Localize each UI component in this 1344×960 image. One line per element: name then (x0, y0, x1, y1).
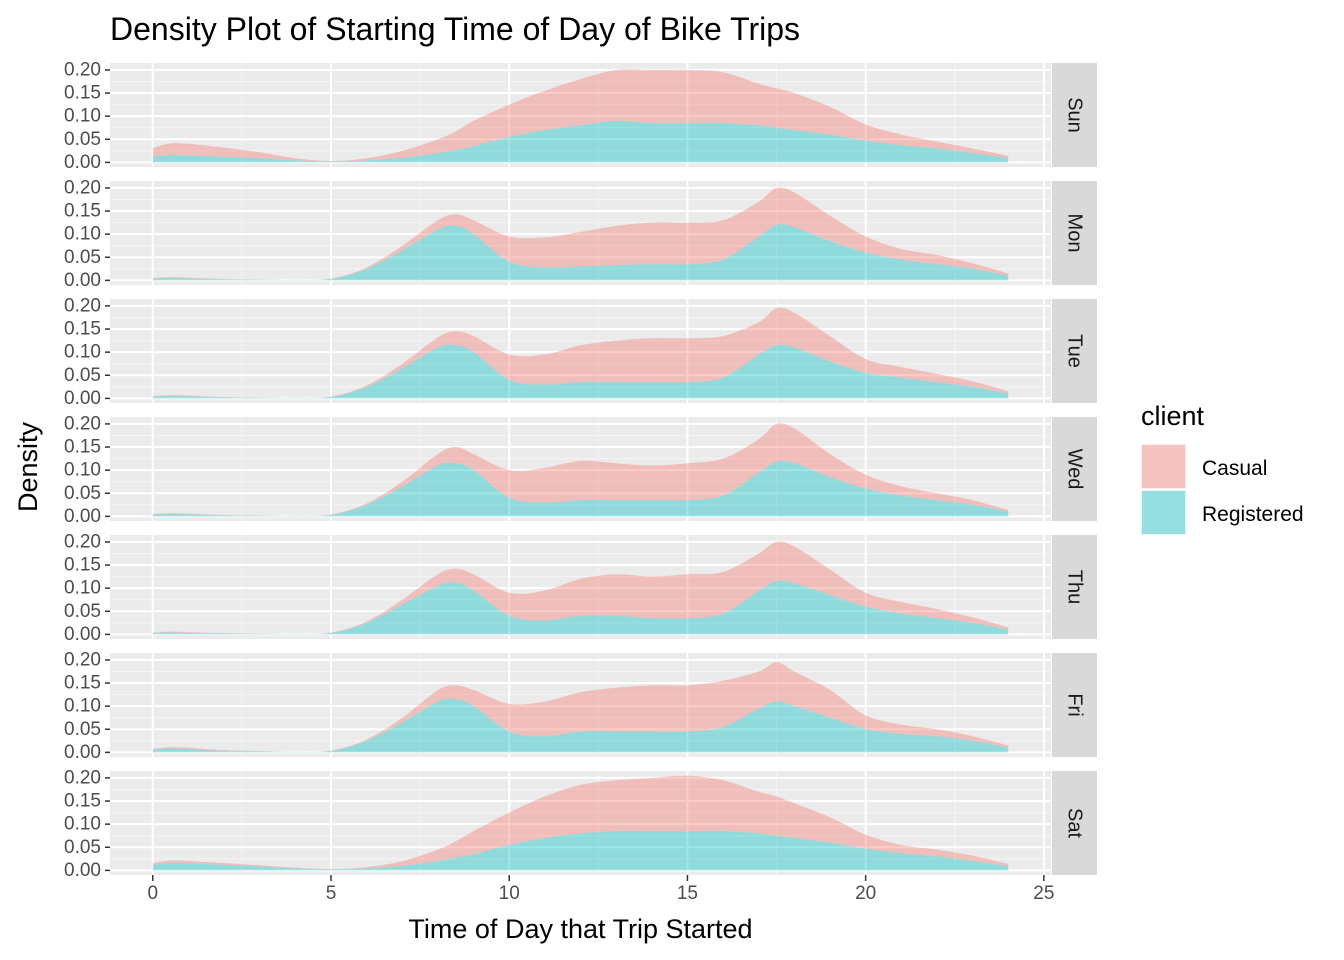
y-tick-label: 0.15 (64, 319, 101, 340)
facet-strip (1052, 535, 1097, 639)
panel-background (110, 299, 1051, 403)
density-area-registered (152, 344, 1009, 399)
x-tick-label: 0 (147, 883, 158, 904)
density-area-registered (152, 830, 1009, 871)
density-area-casual (152, 541, 1009, 635)
facet-strip (1052, 63, 1097, 167)
density-area-casual (152, 69, 1009, 162)
facet-panel-wed: Wed 0.000.050.100.15 0.20 (64, 413, 1097, 527)
legend-key-casual-bg (1141, 444, 1186, 489)
y-tick-label: 0.20 (64, 413, 101, 434)
facet-panel-fri: Fri 0.000.050.100.15 0.20 (64, 649, 1097, 763)
y-tick-label: 0.00 (64, 624, 101, 645)
y-tick-label: 0.00 (64, 742, 101, 763)
facet-panel-sun: Sun 0.000.050.100.15 0.20 (64, 59, 1097, 173)
panel-background (110, 63, 1051, 167)
density-area-casual (152, 187, 1009, 281)
y-axis-title: Density (13, 421, 43, 512)
legend-key-registered-bg (1141, 490, 1186, 535)
y-tick-label: 0.15 (64, 673, 101, 694)
legend-swatch-registered (1142, 491, 1185, 534)
facet-label-tue: Tue (1064, 334, 1086, 368)
facet-strip (1052, 771, 1097, 875)
facet-panel-tue: Tue 0.000.050.100.15 0.20 (64, 295, 1097, 409)
y-tick-label: 0.10 (64, 460, 101, 481)
legend-swatch-casual (1142, 445, 1185, 488)
y-tick-label: 0.10 (64, 106, 101, 127)
y-tick-label: 0.20 (64, 295, 101, 316)
density-area-casual (152, 662, 1009, 753)
y-tick-label: 0.05 (64, 247, 101, 268)
x-axis-title: Time of Day that Trip Started (408, 914, 752, 944)
y-tick-label: 0.20 (64, 59, 101, 80)
facet-strip (1052, 653, 1097, 757)
y-tick-label: 0.00 (64, 388, 101, 409)
x-tick-label: 5 (326, 883, 337, 904)
density-area-registered (152, 580, 1009, 635)
y-tick-label: 0.10 (64, 696, 101, 717)
density-area-registered (152, 120, 1009, 163)
y-tick-label: 0.15 (64, 83, 101, 104)
facet-strip (1052, 417, 1097, 521)
y-tick-label: 0.00 (64, 152, 101, 173)
density-area-registered (152, 698, 1009, 753)
y-tick-label: 0.15 (64, 791, 101, 812)
facet-strip (1052, 299, 1097, 403)
panel-background (110, 535, 1051, 639)
y-tick-label: 0.05 (64, 365, 101, 386)
y-tick-label: 0.10 (64, 578, 101, 599)
y-tick-label: 0.20 (64, 649, 101, 670)
y-tick-label: 0.00 (64, 270, 101, 291)
facet-panel-thu: Thu 0.000.050.100.15 0.20 (64, 531, 1097, 645)
y-tick-label: 0.20 (64, 767, 101, 788)
facet-label-sat: Sat (1064, 808, 1086, 838)
y-tick-label: 0.10 (64, 342, 101, 363)
legend-label-registered: Registered (1202, 503, 1304, 526)
chart-title: Density Plot of Starting Time of Day of … (110, 11, 800, 47)
facet-panels: Sun0.000.050.100.150.20Mon0.000.050.100.… (64, 59, 1097, 881)
density-area-casual (152, 307, 1009, 399)
y-tick-label: 0.05 (64, 601, 101, 622)
x-tick-label: 15 (677, 883, 698, 904)
y-tick-label: 0.00 (64, 506, 101, 527)
facet-label-fri: Fri (1064, 693, 1086, 716)
x-axis: 0 5 10 15 20 25 (147, 875, 1054, 904)
facet-label-thu: Thu (1064, 570, 1086, 604)
density-area-registered (152, 460, 1009, 517)
facet-panel-mon: Mon 0.000.050.100.15 0.20 (64, 177, 1097, 291)
y-tick-label: 0.05 (64, 483, 101, 504)
y-tick-label: 0.20 (64, 177, 101, 198)
x-tick-label: 10 (499, 883, 520, 904)
y-tick-label: 0.15 (64, 201, 101, 222)
density-area-casual (152, 775, 1009, 870)
density-area-registered (152, 224, 1009, 281)
y-tick-label: 0.20 (64, 531, 101, 552)
panel-background (110, 417, 1051, 521)
legend: client Casual Registered (1141, 401, 1304, 535)
facet-label-wed: Wed (1064, 449, 1086, 490)
y-tick-label: 0.10 (64, 814, 101, 835)
density-area-casual (152, 423, 1009, 517)
y-tick-label: 0.10 (64, 224, 101, 245)
panel-background (110, 181, 1051, 285)
x-tick-label: 25 (1033, 883, 1054, 904)
panel-background (110, 653, 1051, 757)
facet-panel-sat: Sat 0.000.050.100.15 0.20 (64, 767, 1097, 881)
y-tick-label: 0.15 (64, 555, 101, 576)
y-tick-label: 0.05 (64, 837, 101, 858)
legend-title: client (1141, 401, 1205, 431)
facet-label-sun: Sun (1064, 97, 1086, 133)
y-tick-label: 0.05 (64, 129, 101, 150)
facet-strip (1052, 181, 1097, 285)
y-tick-label: 0.15 (64, 437, 101, 458)
facet-label-mon: Mon (1064, 214, 1086, 253)
y-tick-label: 0.05 (64, 719, 101, 740)
legend-label-casual: Casual (1202, 457, 1267, 480)
x-tick-label: 20 (855, 883, 876, 904)
panel-background (110, 771, 1051, 875)
y-tick-label: 0.00 (64, 860, 101, 881)
